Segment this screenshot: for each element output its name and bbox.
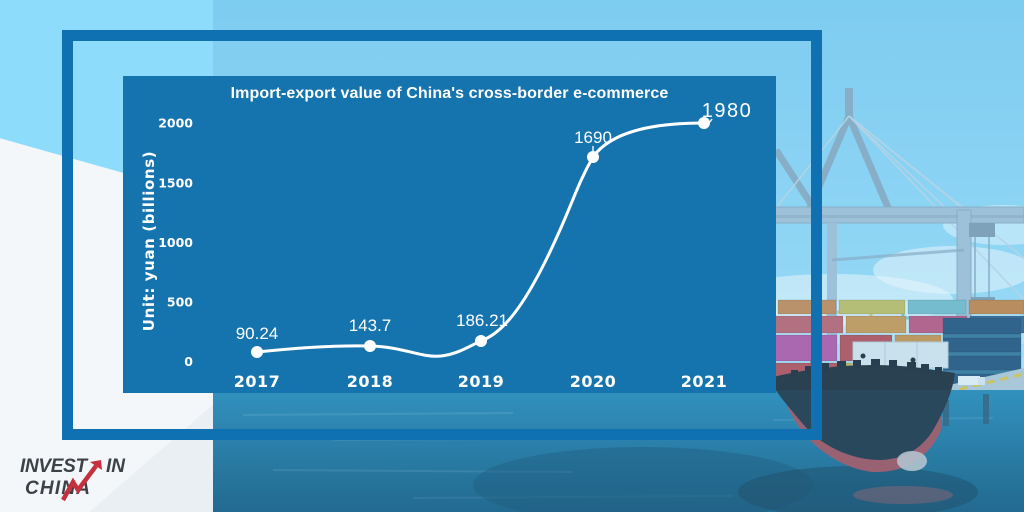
y-axis-tick-labels: 0 500 1000 1500 2000: [158, 116, 193, 370]
logo-word-in: IN: [106, 456, 126, 477]
x-axis-year-labels: 2017 2018 2019 2020 2021: [234, 372, 728, 391]
svg-text:90.24: 90.24: [236, 324, 279, 343]
logo-arrowhead: [90, 460, 102, 470]
truck: [958, 376, 980, 385]
decorative-frame: [62, 30, 822, 440]
svg-text:1690: 1690: [574, 128, 612, 147]
deck-machinery: [791, 353, 942, 377]
svg-text:0: 0: [184, 354, 193, 369]
svg-text:1980: 1980: [702, 100, 753, 122]
data-value-labels: 90.24 143.7 186.21 1690 1980: [236, 100, 753, 343]
svg-text:143.7: 143.7: [349, 316, 392, 335]
svg-text:2017: 2017: [234, 372, 281, 391]
bulbous-bow: [897, 451, 927, 471]
svg-text:2018: 2018: [347, 372, 394, 391]
chart-title: Import-export value of China's cross-bor…: [230, 85, 669, 102]
svg-text:2021: 2021: [681, 372, 728, 391]
svg-text:2000: 2000: [158, 116, 193, 131]
leader-lines: [592, 118, 713, 151]
logo-trend-arrow: [61, 464, 98, 502]
invest-in-china-logo: INVEST IN CHINA: [16, 450, 186, 508]
water-shadow: [473, 447, 813, 512]
logo-word-invest: INVEST: [20, 456, 89, 477]
svg-text:2019: 2019: [458, 372, 505, 391]
data-markers: [251, 117, 710, 358]
svg-text:500: 500: [167, 295, 193, 310]
svg-text:2020: 2020: [570, 372, 617, 391]
svg-text:1000: 1000: [158, 235, 193, 250]
chart-panel: Import-export value of China's cross-bor…: [123, 76, 776, 393]
svg-text:186.21: 186.21: [456, 311, 508, 330]
line-chart: 0 500 1000 1500 2000 2017 2018 2019 2020…: [158, 100, 753, 391]
svg-text:1500: 1500: [158, 176, 193, 191]
